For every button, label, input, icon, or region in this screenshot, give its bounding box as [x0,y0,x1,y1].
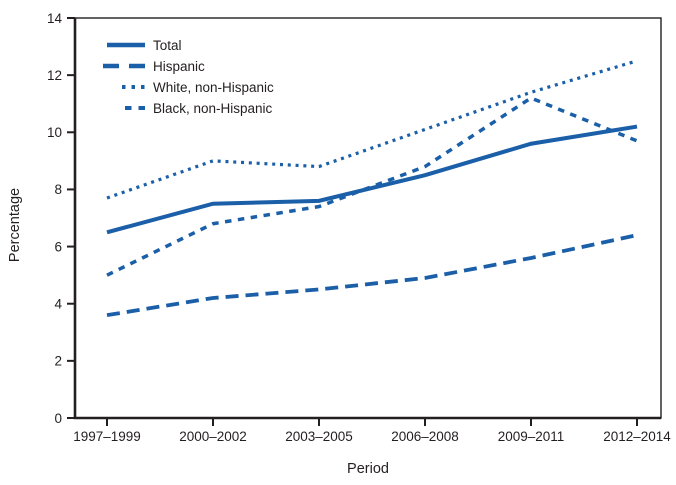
x-axis-title: Period [347,461,389,477]
series-line-total [106,124,638,235]
y-tick-label: 6 [54,239,62,254]
y-tick-label: 2 [54,354,62,369]
legend-label: White, non-Hispanic [153,80,274,95]
legend-label: Total [153,38,182,53]
series-line-white-non-hispanic [106,59,638,200]
y-tick-label: 12 [47,68,62,83]
y-tick-label: 14 [47,11,63,26]
x-tick-label: 2012–2014 [603,429,671,444]
legend-label: Hispanic [153,59,205,74]
x-tick-label: 2000–2002 [179,429,247,444]
y-axis-title: Percentage [7,187,23,263]
x-tick-label: 2003–2005 [285,429,353,444]
series-line-hispanic [106,233,638,318]
legend-label: Black, non-Hispanic [153,101,273,116]
y-tick-label: 4 [54,297,62,312]
x-tick-label: 1997–1999 [73,429,141,444]
y-tick-label: 0 [54,411,62,426]
series-line-black-non-hispanic [106,96,638,277]
x-tick-label: 2006–2008 [391,429,459,444]
x-tick-label: 2009–2011 [498,429,565,444]
y-tick-label: 10 [47,125,62,140]
y-tick-label: 8 [54,182,62,197]
